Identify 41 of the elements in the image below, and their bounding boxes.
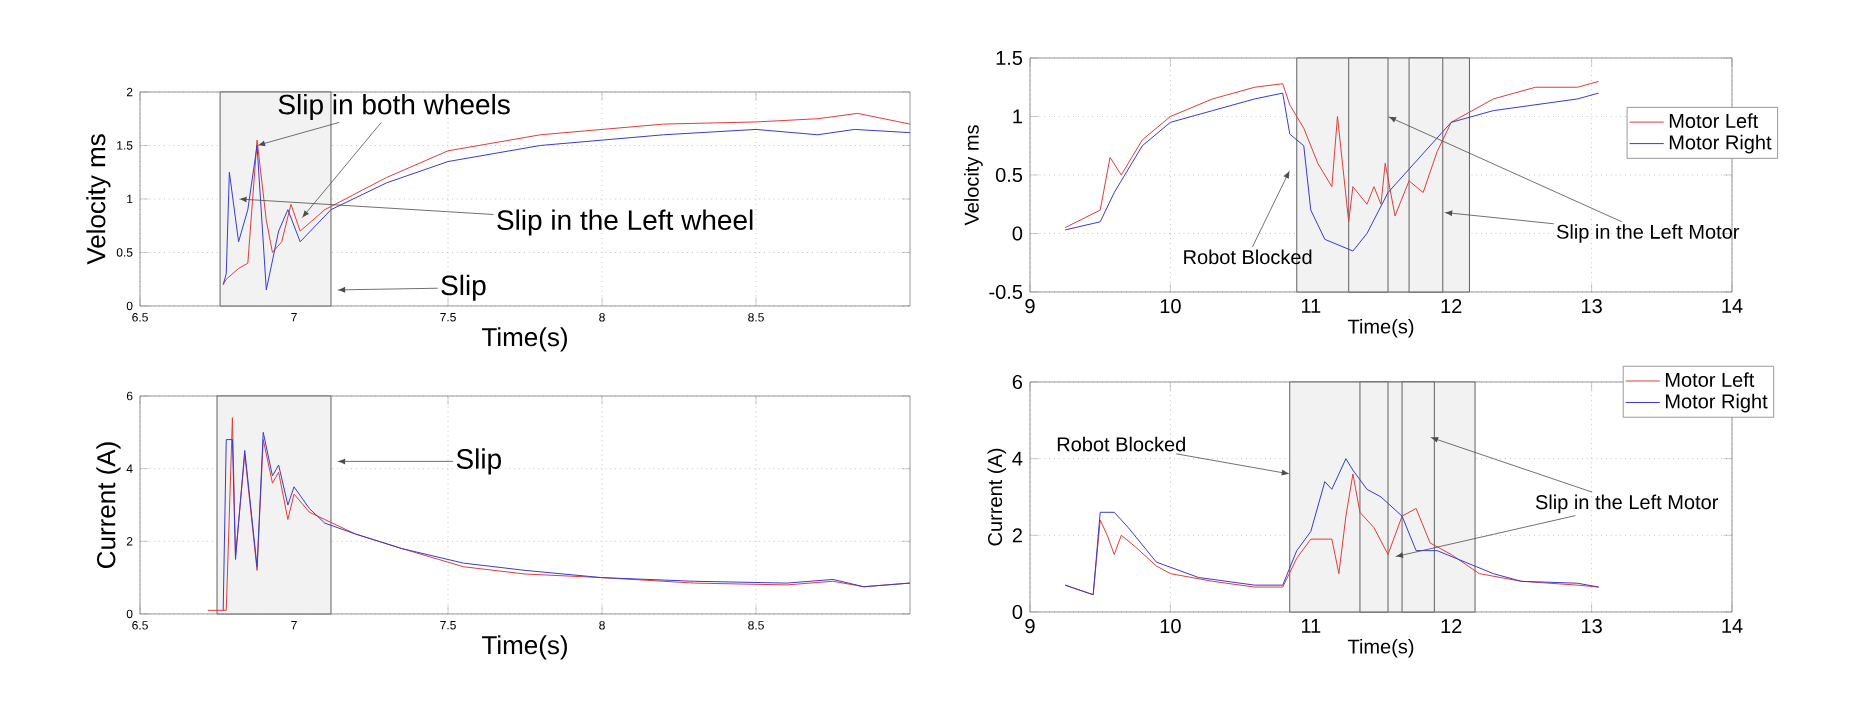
x-axis-title: Time(s) <box>482 635 567 660</box>
legend-label: Motor Right <box>1665 393 1768 413</box>
x-tick-label: 9 <box>1025 619 1035 634</box>
x-tick-label: 13 <box>1582 619 1602 634</box>
annotation: Robot Blocked <box>1057 436 1185 452</box>
y-tick-label: 0 <box>1012 604 1023 620</box>
legend-label: Motor Left <box>1665 372 1755 387</box>
y-tick-label: 2 <box>1012 528 1022 543</box>
legend-label: Motor Left <box>1669 113 1759 129</box>
x-tick-label: 12 <box>1441 299 1462 314</box>
x-tick-label: 11 <box>1301 619 1321 633</box>
y-tick-label: 6 <box>1012 374 1023 390</box>
y-tick-label: 1 <box>1013 109 1022 124</box>
y-axis-title: Current (A) <box>96 442 121 568</box>
x-tick-label: 14 <box>1722 299 1743 313</box>
annotation: Slip in the Left Motor <box>1556 224 1740 243</box>
y-tick-label: 1.5 <box>996 51 1023 65</box>
y-axis-title: Current (A) <box>987 448 1007 546</box>
x-tick-label: 13 <box>1582 299 1602 314</box>
x-axis-title: Time(s) <box>1347 318 1414 338</box>
y-tick-label: 0.5 <box>995 167 1023 183</box>
x-tick-label: 12 <box>1441 619 1462 633</box>
y-tick-label: 0 <box>1012 226 1023 241</box>
annotation: Slip in the Left Motor <box>1535 494 1719 514</box>
annotation: Slip in the Left wheel <box>497 209 753 236</box>
annotation: Slip <box>441 274 486 301</box>
legend-label: Motor Right <box>1669 134 1772 154</box>
annotation: Slip in both wheels <box>278 93 510 121</box>
y-axis-title: Velocity ms <box>964 125 983 226</box>
y-tick-label: 4 <box>1012 451 1023 466</box>
x-tick-label: 11 <box>1301 299 1321 313</box>
annotation: Slip <box>456 448 501 475</box>
x-tick-label: 9 <box>1025 299 1035 314</box>
x-tick-label: 14 <box>1722 619 1743 633</box>
y-tick-label: -0.5 <box>989 284 1023 300</box>
x-axis-title: Time(s) <box>482 327 567 352</box>
x-axis-title: Time(s) <box>1347 638 1414 658</box>
annotation: Robot Blocked <box>1184 249 1312 265</box>
x-tick-label: 10 <box>1160 619 1181 634</box>
x-tick-label: 10 <box>1160 299 1181 314</box>
y-axis-title: Velocity ms <box>86 134 111 265</box>
